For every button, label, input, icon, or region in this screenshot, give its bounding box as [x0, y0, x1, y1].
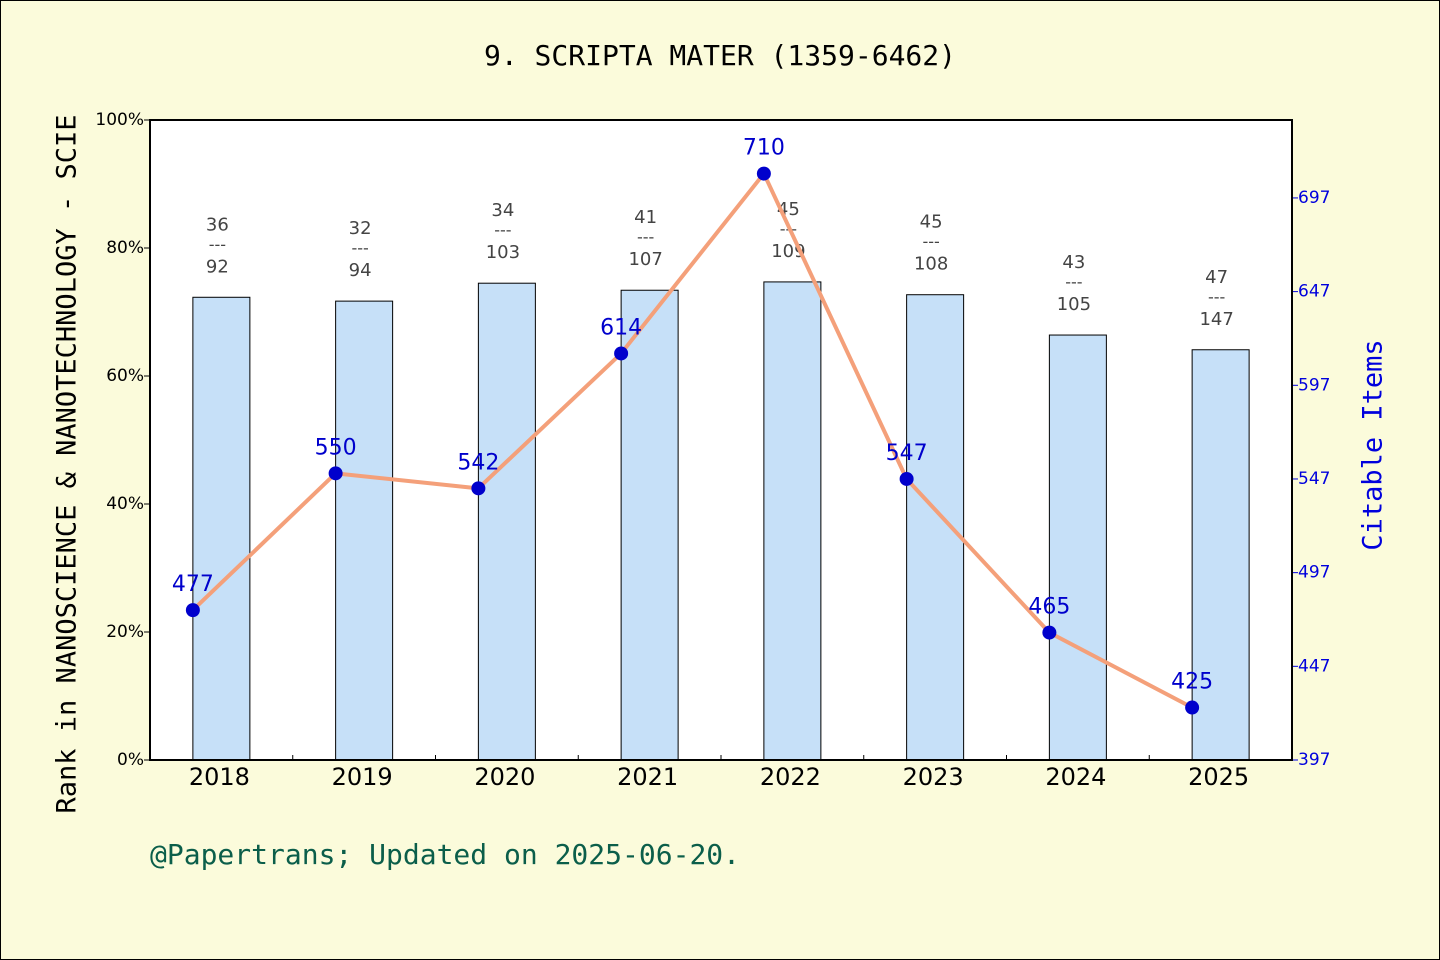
y-axis-label: Rank in NANOSCIENCE & NANOTECHNOLOGY - S…: [52, 115, 83, 814]
footer: @Papertrans; Updated on 2025-06-20.: [150, 838, 740, 871]
point: [756, 166, 771, 181]
y2-tick-label: 647: [1298, 282, 1330, 302]
data-label: 550: [315, 435, 357, 460]
y2-tick-label: 697: [1298, 188, 1330, 208]
x-tick-label: 2024: [1045, 763, 1106, 791]
y-tick-label: 40%: [106, 494, 144, 514]
x-tick-label: 2020: [474, 763, 535, 791]
line: [191, 171, 1194, 710]
bar: [620, 289, 679, 761]
rank-separator: ---: [209, 235, 226, 254]
total-label: 147: [1199, 309, 1233, 330]
bar: [906, 294, 965, 761]
bar: [1191, 349, 1250, 761]
y2-tick-label: 497: [1298, 563, 1330, 583]
bar: [335, 300, 394, 761]
x-tick-label: 2021: [617, 763, 678, 791]
total-label: 107: [628, 249, 662, 270]
total-label: 92: [206, 256, 229, 277]
rank-label: 47: [1205, 267, 1228, 288]
y2-axis-label: Citable Items: [1358, 339, 1389, 550]
data-label: 542: [457, 450, 499, 475]
point: [1042, 625, 1057, 640]
y2-tick-label: 397: [1298, 750, 1330, 770]
point: [899, 471, 914, 486]
total-label: 105: [1057, 294, 1091, 315]
rank-separator: ---: [494, 221, 511, 240]
bar: [763, 281, 822, 761]
rank-separator: ---: [351, 239, 368, 258]
total-label: 103: [486, 242, 520, 263]
rank-label: 41: [634, 207, 657, 228]
y2-tick-label: 447: [1298, 656, 1330, 676]
data-label: 425: [1171, 670, 1213, 695]
y-tick-label: 80%: [106, 238, 144, 258]
y-tick-label: 100%: [95, 110, 144, 130]
x-tick-label: 2022: [760, 763, 821, 791]
rank-separator: ---: [1065, 273, 1082, 292]
rank-separator: ---: [922, 232, 939, 251]
point: [471, 481, 486, 496]
chart-title: 9. SCRIPTA MATER (1359-6462): [484, 39, 956, 72]
x-tick-label: 2019: [332, 763, 393, 791]
data-label: 465: [1028, 595, 1070, 620]
rank-label: 34: [491, 200, 514, 221]
x-tick-label: 2023: [903, 763, 964, 791]
bar: [192, 296, 251, 761]
total-label: 94: [349, 260, 372, 281]
rank-label: 43: [1062, 252, 1085, 273]
data-label: 547: [886, 441, 928, 466]
rank-separator: ---: [637, 228, 654, 247]
point: [614, 346, 629, 361]
bar: [1048, 334, 1107, 761]
x-tick-label: 2025: [1188, 763, 1249, 791]
rank-label: 45: [920, 212, 943, 233]
x-tick-label: 2018: [189, 763, 250, 791]
y2-tick-label: 597: [1298, 375, 1330, 395]
y-tick-label: 20%: [106, 622, 144, 642]
rank-label: 36: [206, 214, 229, 235]
total-label: 108: [914, 254, 948, 275]
data-label: 614: [600, 315, 642, 340]
rank-separator: ---: [1208, 287, 1225, 306]
data-label: 477: [172, 572, 214, 597]
y2-tick-label: 547: [1298, 469, 1330, 489]
plot-border: [149, 119, 1293, 761]
y-tick-label: 60%: [106, 366, 144, 386]
point: [185, 603, 200, 618]
point: [328, 466, 343, 481]
y-tick-label: 0%: [117, 750, 144, 770]
data-label: 710: [743, 136, 785, 161]
rank-label: 32: [349, 218, 372, 239]
point: [1185, 700, 1200, 715]
bar: [477, 282, 536, 761]
